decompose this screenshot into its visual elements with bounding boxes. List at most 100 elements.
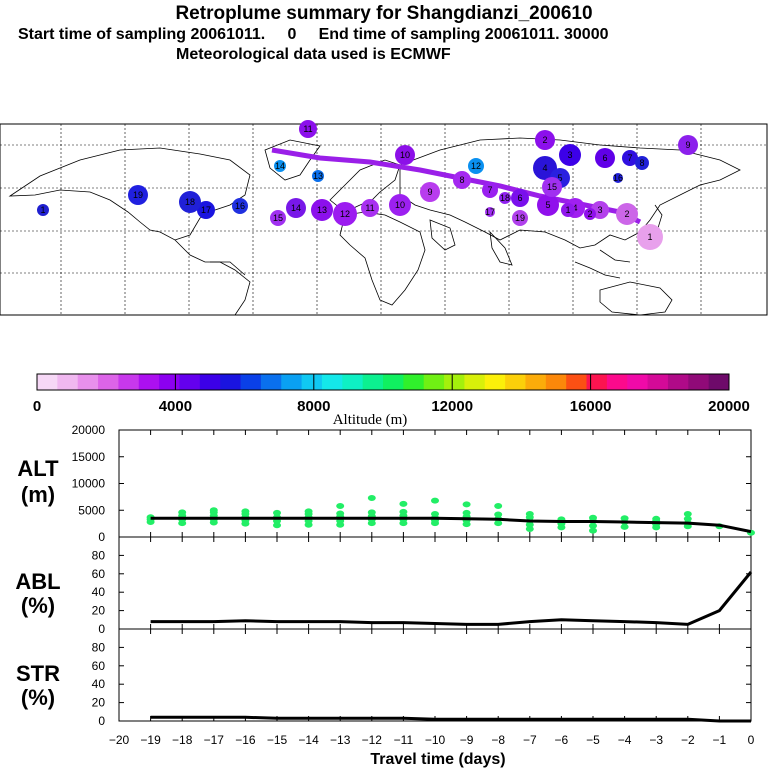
plume-dot	[584, 208, 596, 220]
y-tick-label: 40	[92, 585, 106, 599]
colorbar-tick-label: 16000	[570, 398, 612, 415]
x-tick-label: −17	[204, 733, 225, 747]
plume-dot	[197, 201, 215, 219]
plume-dot	[512, 210, 528, 226]
x-tick-label: −4	[618, 733, 632, 747]
plume-dot	[232, 198, 248, 214]
trajectory-number: 5	[545, 200, 550, 210]
time-series-panels: 05000100001500020000ALT(m)020406080ABL(%…	[15, 423, 755, 768]
colorbar-swatch	[240, 374, 262, 390]
colorbar-swatch	[566, 374, 588, 390]
x-tick-label: −1	[713, 733, 727, 747]
plume-dot	[37, 204, 49, 216]
trajectory-number: 14	[291, 203, 301, 213]
altitude-point	[399, 508, 408, 515]
trajectory-number: 3	[597, 205, 602, 215]
trajectory-number: 4	[542, 163, 547, 173]
y-tick-label: 0	[98, 714, 105, 728]
x-tick-label: −15	[267, 733, 288, 747]
trajectory-number: 13	[313, 171, 323, 181]
altitude-point	[525, 525, 534, 532]
plume-dot	[499, 192, 511, 204]
y-tick-label: 80	[92, 640, 106, 654]
plume-dot	[482, 182, 498, 198]
plume-dot	[595, 148, 615, 168]
x-tick-label: −6	[555, 733, 569, 747]
altitude-point	[462, 501, 471, 508]
panel-ylabel: ABL	[15, 569, 60, 594]
x-tick-label: −18	[172, 733, 193, 747]
x-tick-label: −5	[586, 733, 600, 747]
colorbar-swatch	[281, 374, 303, 390]
x-axis-label: Travel time (days)	[370, 751, 505, 768]
trajectory-number: 9	[427, 187, 432, 197]
trajectory-number: 14	[275, 161, 285, 171]
colorbar-tick-label: 12000	[431, 398, 473, 415]
panel-frame-str	[118, 628, 752, 722]
plume-dot	[535, 130, 555, 150]
trajectory-number: 11	[365, 203, 374, 213]
plume-dot	[635, 156, 649, 170]
altitude-point	[652, 515, 661, 522]
plume-dot	[361, 199, 379, 217]
sampling-time-line: Start time of sampling 20061011. 0 End t…	[18, 26, 609, 43]
y-tick-label: 0	[98, 530, 105, 544]
x-tick-label: −20	[109, 733, 130, 747]
plume-dot	[453, 171, 471, 189]
colorbar-swatch	[647, 374, 669, 390]
trajectory-number: 9	[685, 140, 690, 150]
colorbar-swatch	[627, 374, 649, 390]
plume-dot	[395, 145, 415, 165]
colorbar-swatch	[545, 374, 567, 390]
altitude-point	[589, 522, 597, 529]
x-tick-label: −7	[523, 733, 537, 747]
y-tick-label: 20	[92, 696, 106, 710]
y-tick-label: 60	[92, 567, 106, 581]
colorbar-swatch	[362, 374, 384, 390]
colorbar-swatch	[301, 374, 323, 390]
altitude-point	[494, 502, 503, 509]
series-line-abl	[150, 571, 753, 626]
colorbar-swatch	[383, 374, 404, 390]
altitude-point	[431, 497, 439, 504]
x-tick-label: 0	[748, 733, 755, 747]
plume-dot	[274, 160, 286, 172]
altitude-point	[241, 508, 250, 515]
trajectory-number: 7	[627, 153, 632, 163]
altitude-point	[620, 515, 629, 522]
trajectory-number: 19	[133, 190, 143, 200]
colorbar-swatch	[708, 374, 730, 390]
trajectory-number: 12	[340, 209, 350, 219]
plume-dot	[637, 224, 663, 250]
x-tick-label: −19	[140, 733, 161, 747]
colorbar-swatch	[688, 374, 710, 390]
x-tick-label: −2	[681, 733, 695, 747]
y-tick-label: 20	[92, 604, 106, 618]
trajectory-number: 8	[639, 158, 644, 168]
trajectory-number: 3	[567, 150, 572, 160]
trajectory-number: 2	[542, 135, 547, 145]
altitude-point	[589, 514, 597, 521]
altitude-point	[367, 509, 376, 516]
plume-dot	[286, 198, 306, 218]
plume-dot	[485, 207, 495, 217]
colorbar-label: Altitude (m)	[333, 412, 408, 428]
trajectory-number: 16	[613, 173, 623, 183]
x-tick-label: −14	[298, 733, 319, 747]
altitude-colorbar: 0 4000 8000 12000 16000 20000 Altitude (m)	[33, 373, 750, 428]
colorbar-tick-label: 20000	[708, 398, 750, 415]
altitude-point	[494, 511, 503, 518]
altitude-point	[273, 522, 281, 529]
colorbar-swatch	[98, 374, 119, 390]
altitude-point	[273, 509, 281, 516]
y-tick-label: 15000	[72, 450, 106, 464]
plume-dot	[312, 170, 324, 182]
altitude-point	[367, 494, 376, 501]
trajectory-number: 18	[185, 197, 195, 207]
altitude-point	[620, 523, 629, 530]
x-tick-label: −13	[330, 733, 351, 747]
colorbar-swatch	[423, 374, 445, 390]
colorbar-swatch	[37, 374, 58, 390]
